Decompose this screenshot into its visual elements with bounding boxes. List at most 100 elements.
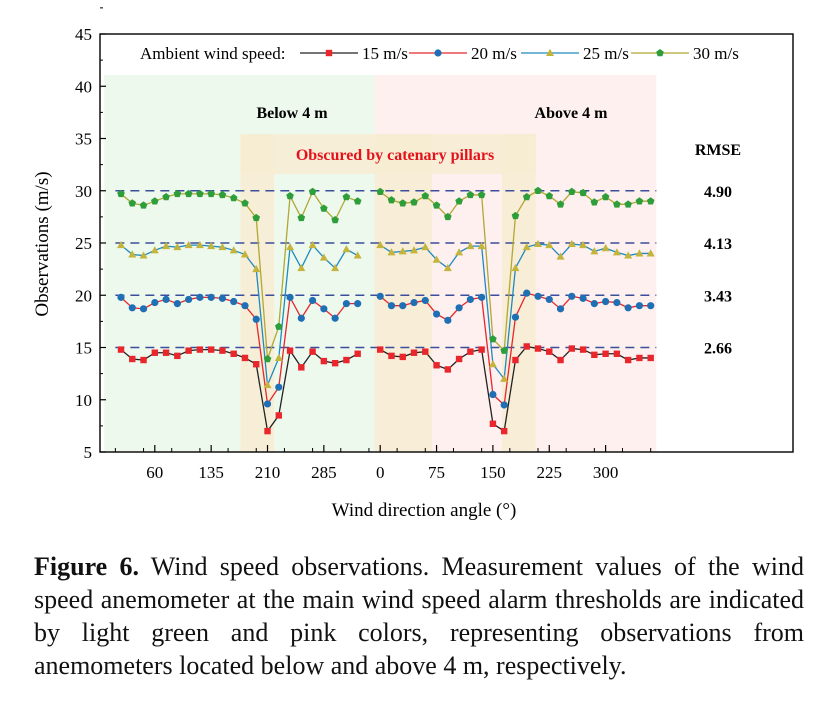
data-point	[342, 300, 350, 308]
data-point	[488, 360, 497, 368]
y-axis-label: Observations (m/s)	[32, 171, 53, 316]
data-point	[117, 189, 125, 198]
data-point	[263, 355, 272, 363]
y-tick-label: 35	[75, 130, 92, 149]
obscured-region-0	[240, 134, 275, 452]
data-point	[613, 350, 621, 357]
legend-marker	[546, 48, 554, 56]
data-point	[511, 313, 520, 321]
rmse-value: 2.66	[704, 341, 732, 358]
data-point	[185, 295, 193, 304]
data-point	[477, 190, 486, 199]
data-point	[320, 305, 328, 313]
y-tick-label: 5	[84, 443, 93, 462]
data-point	[343, 356, 350, 364]
data-point	[331, 359, 339, 367]
data-point	[512, 356, 519, 364]
data-point	[376, 292, 384, 300]
data-point	[410, 298, 418, 307]
data-point	[354, 350, 361, 357]
data-point	[443, 263, 452, 272]
figure-caption: Figure 6. Wind speed observations. Measu…	[34, 550, 804, 682]
data-point	[432, 255, 441, 263]
x-axis-label: Wind direction angle (°)	[332, 500, 517, 521]
x-tick-label: 150	[480, 463, 506, 482]
data-point	[534, 186, 542, 194]
data-point	[128, 304, 136, 312]
data-point	[117, 293, 125, 301]
axes: 5 10 15 20 25 30 35 40 45 60 135 210 285 0 75 150 225 300	[75, 7, 794, 482]
x-tick-label: 60	[146, 463, 163, 482]
data-point	[342, 245, 351, 253]
data-point	[275, 383, 283, 391]
data-point	[511, 263, 520, 272]
data-point	[320, 357, 328, 365]
data-point	[184, 189, 193, 198]
data-point	[455, 197, 463, 205]
data-point	[151, 349, 159, 356]
data-point	[399, 302, 407, 310]
data-point	[331, 263, 340, 272]
series-layer	[117, 186, 655, 435]
data-point	[196, 293, 204, 301]
data-point	[241, 199, 249, 207]
data-point	[500, 427, 508, 435]
legend-entry: 15 m/s	[362, 44, 408, 63]
data-point	[568, 292, 576, 300]
data-point	[162, 295, 170, 304]
background-regions	[104, 75, 657, 452]
data-point	[353, 251, 362, 259]
data-point	[613, 200, 621, 208]
data-point	[252, 213, 261, 222]
data-point	[613, 298, 621, 307]
data-point	[342, 193, 351, 201]
data-point	[398, 247, 407, 255]
rmse-title: RMSE	[695, 142, 741, 159]
data-point	[511, 211, 520, 220]
data-point	[624, 356, 632, 364]
data-point	[353, 197, 362, 205]
data-point	[387, 302, 396, 310]
data-point	[297, 213, 306, 222]
data-point	[467, 348, 474, 355]
data-point	[646, 197, 655, 205]
data-point	[534, 292, 542, 300]
data-point	[229, 194, 238, 202]
data-point	[489, 420, 497, 427]
data-point	[489, 390, 497, 399]
data-point	[455, 355, 463, 363]
data-point	[567, 239, 576, 248]
data-point	[240, 250, 249, 258]
data-point	[274, 322, 283, 330]
data-point	[410, 349, 418, 356]
data-point	[241, 302, 249, 310]
data-point	[466, 190, 475, 199]
data-point	[377, 346, 384, 353]
data-point	[219, 347, 226, 354]
legend-entry: 30 m/s	[693, 44, 739, 63]
data-point	[635, 197, 644, 205]
y-tick-label: 40	[75, 77, 92, 96]
data-point	[432, 201, 441, 209]
data-point	[546, 348, 553, 355]
data-point	[128, 250, 137, 258]
data-point	[410, 246, 419, 254]
data-point	[162, 241, 171, 250]
series-line-1-0	[120, 295, 358, 406]
data-point	[410, 198, 418, 206]
data-point	[297, 314, 305, 322]
legend-entry: 20 m/s	[471, 44, 517, 63]
data-point	[128, 199, 137, 207]
region-below	[104, 75, 375, 452]
data-point	[556, 305, 565, 313]
data-point	[286, 347, 294, 354]
data-point	[173, 242, 182, 251]
x-tick-label: 0	[376, 463, 385, 482]
data-point	[319, 253, 328, 261]
legend-marker	[434, 49, 442, 57]
region-label-below: Below 4 m	[256, 105, 328, 122]
data-point	[286, 293, 294, 301]
data-point	[478, 293, 486, 301]
data-point	[252, 315, 260, 323]
data-point	[150, 246, 159, 254]
